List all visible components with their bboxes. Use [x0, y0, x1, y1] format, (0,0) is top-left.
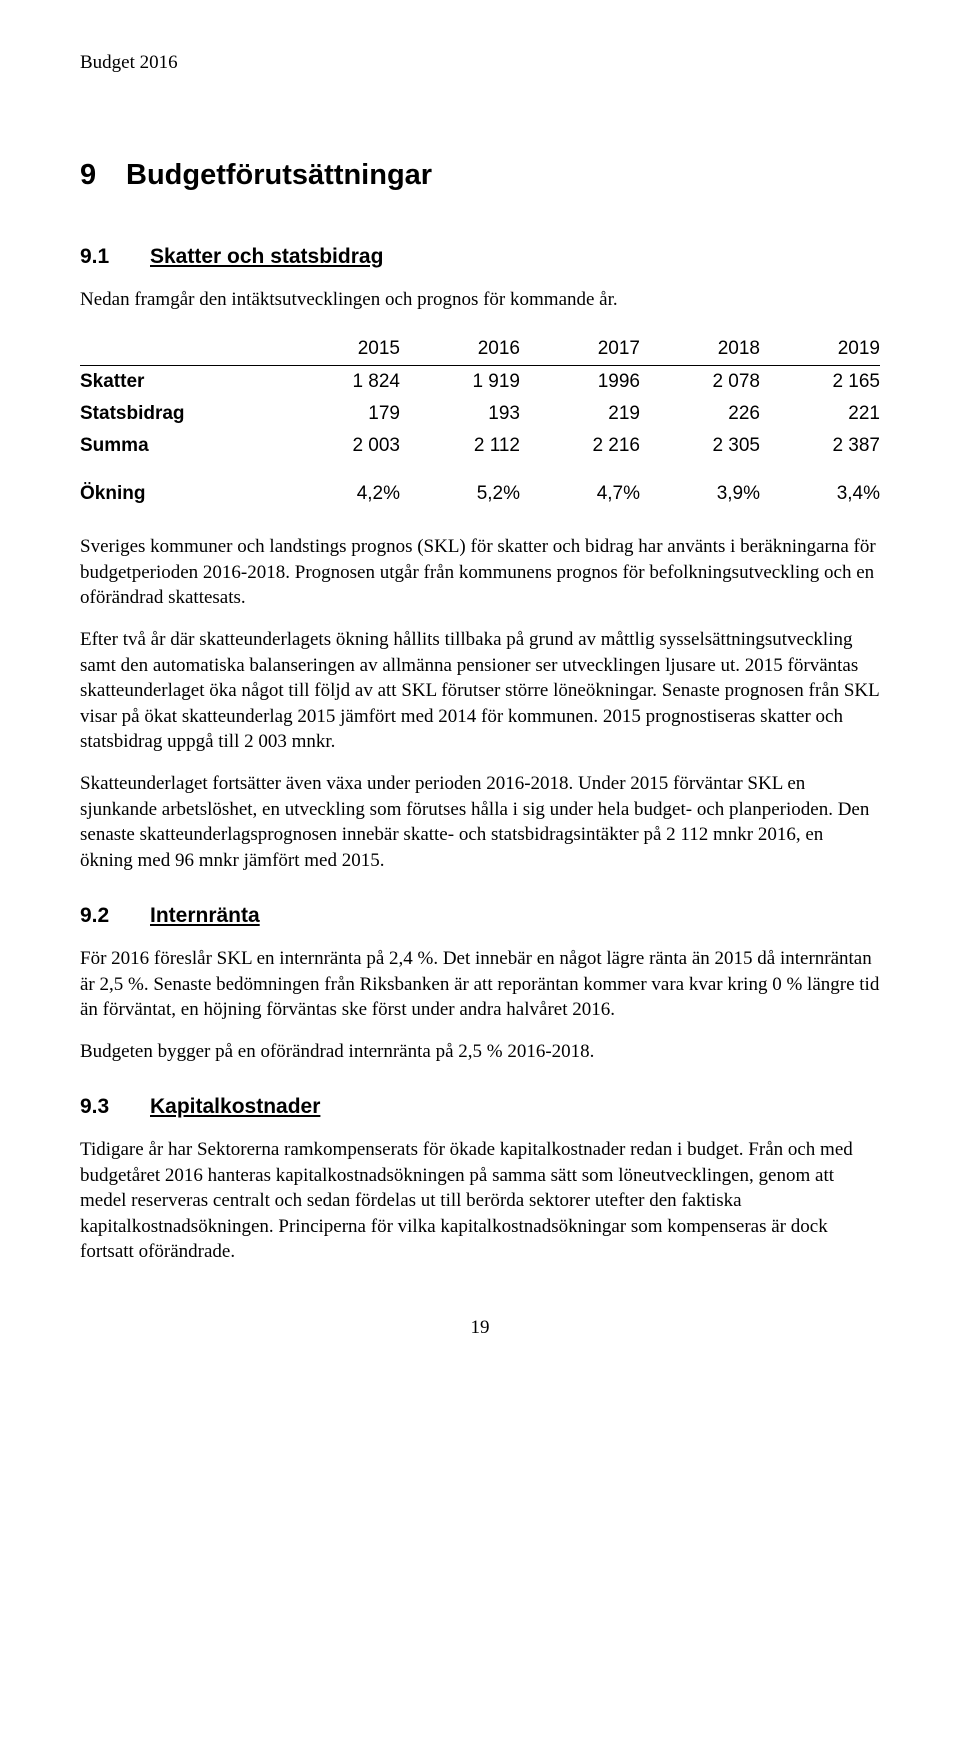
table-cell: 2 112 — [400, 430, 520, 462]
subsection-3-number: 9.3 — [80, 1093, 150, 1121]
table-header-cell — [80, 333, 280, 366]
table-header-cell: 2019 — [760, 333, 880, 366]
body-paragraph: Budgeten bygger på en oförändrad internr… — [80, 1039, 880, 1065]
intro-paragraph: Nedan framgår den intäktsutvecklingen oc… — [80, 287, 880, 313]
body-paragraph: Efter två år där skatteunderlagets öknin… — [80, 627, 880, 755]
body-paragraph: Sveriges kommuner och landstings prognos… — [80, 534, 880, 611]
table-cell-label: Ökning — [80, 461, 280, 510]
subsection-3-heading: 9.3Kapitalkostnader — [80, 1093, 880, 1121]
table-header-cell: 2018 — [640, 333, 760, 366]
table-cell: 2 165 — [760, 366, 880, 398]
body-paragraph: Tidigare år har Sektorerna ramkompensera… — [80, 1137, 880, 1265]
table-row: Skatter1 8241 91919962 0782 165 — [80, 366, 880, 398]
section-heading: 9Budgetförutsättningar — [80, 156, 880, 195]
subsection-1-number: 9.1 — [80, 243, 150, 271]
header-title: Budget 2016 — [80, 50, 880, 76]
table-cell: 3,4% — [760, 461, 880, 510]
table-cell: 5,2% — [400, 461, 520, 510]
table-cell: 2 305 — [640, 430, 760, 462]
table-cell: 3,9% — [640, 461, 760, 510]
subsection-2-title: Internränta — [150, 904, 260, 927]
body-paragraph: Skatteunderlaget fortsätter även växa un… — [80, 771, 880, 874]
body-paragraph: För 2016 föreslår SKL en internränta på … — [80, 946, 880, 1023]
budget-table: 2015 2016 2017 2018 2019 Skatter1 8241 9… — [80, 333, 880, 510]
subsection-1-title: Skatter och statsbidrag — [150, 245, 383, 268]
subsection-2-number: 9.2 — [80, 902, 150, 930]
table-cell: 226 — [640, 398, 760, 430]
table-header-cell: 2017 — [520, 333, 640, 366]
table-cell: 179 — [280, 398, 400, 430]
subsection-3-title: Kapitalkostnader — [150, 1095, 320, 1118]
table-row: Summa2 0032 1122 2162 3052 387 — [80, 430, 880, 462]
subsection-1-heading: 9.1Skatter och statsbidrag — [80, 243, 880, 271]
table-cell-label: Skatter — [80, 366, 280, 398]
table-cell: 2 078 — [640, 366, 760, 398]
table-cell: 2 216 — [520, 430, 640, 462]
table-cell: 4,2% — [280, 461, 400, 510]
table-cell: 2 003 — [280, 430, 400, 462]
table-header-cell: 2016 — [400, 333, 520, 366]
table-cell: 193 — [400, 398, 520, 430]
table-cell: 4,7% — [520, 461, 640, 510]
table-header-row: 2015 2016 2017 2018 2019 — [80, 333, 880, 366]
table-cell: 1 824 — [280, 366, 400, 398]
table-cell: 219 — [520, 398, 640, 430]
section-number: 9 — [80, 156, 126, 195]
table-row: Statsbidrag179193219226221 — [80, 398, 880, 430]
page-number: 19 — [80, 1315, 880, 1341]
table-cell: 2 387 — [760, 430, 880, 462]
table-row: Ökning4,2%5,2%4,7%3,9%3,4% — [80, 461, 880, 510]
subsection-2-heading: 9.2Internränta — [80, 902, 880, 930]
table-cell: 1996 — [520, 366, 640, 398]
table-header-cell: 2015 — [280, 333, 400, 366]
table-cell-label: Summa — [80, 430, 280, 462]
table-cell-label: Statsbidrag — [80, 398, 280, 430]
table-cell: 1 919 — [400, 366, 520, 398]
table-cell: 221 — [760, 398, 880, 430]
section-title: Budgetförutsättningar — [126, 159, 432, 191]
